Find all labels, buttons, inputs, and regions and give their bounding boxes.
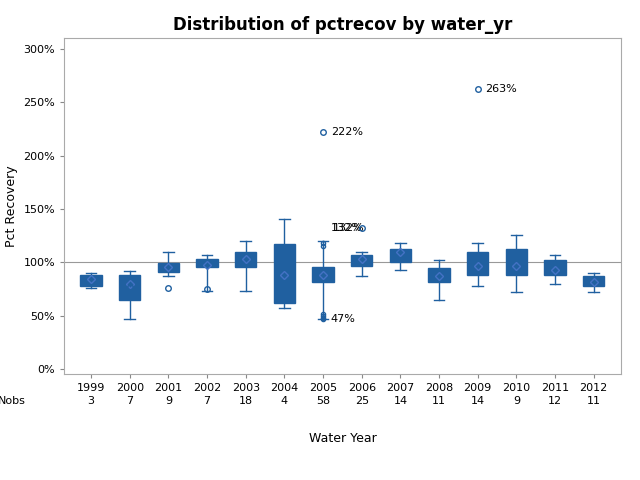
Text: 9: 9	[165, 396, 172, 406]
Text: 4: 4	[281, 396, 288, 406]
PathPatch shape	[351, 255, 372, 265]
Text: 7: 7	[204, 396, 211, 406]
Text: 58: 58	[316, 396, 330, 406]
Text: 222%: 222%	[331, 127, 363, 137]
Text: 11: 11	[432, 396, 446, 406]
PathPatch shape	[196, 259, 218, 267]
Text: 14: 14	[394, 396, 408, 406]
Text: 11: 11	[587, 396, 601, 406]
Text: 14: 14	[470, 396, 484, 406]
Text: 12: 12	[548, 396, 562, 406]
PathPatch shape	[274, 244, 295, 303]
Text: 3: 3	[88, 396, 95, 406]
X-axis label: Water Year: Water Year	[308, 432, 376, 445]
PathPatch shape	[428, 268, 450, 282]
PathPatch shape	[390, 249, 411, 263]
Text: 9: 9	[513, 396, 520, 406]
Title: Distribution of pctrecov by water_yr: Distribution of pctrecov by water_yr	[173, 16, 512, 34]
PathPatch shape	[235, 252, 257, 267]
Text: 263%: 263%	[486, 84, 517, 94]
Text: 25: 25	[355, 396, 369, 406]
Text: 18: 18	[239, 396, 253, 406]
PathPatch shape	[81, 275, 102, 286]
Text: 47%: 47%	[331, 314, 356, 324]
Text: 132%: 132%	[331, 223, 362, 233]
PathPatch shape	[506, 249, 527, 275]
PathPatch shape	[545, 260, 566, 275]
PathPatch shape	[312, 267, 333, 282]
Text: 7: 7	[126, 396, 133, 406]
PathPatch shape	[467, 252, 488, 275]
PathPatch shape	[583, 276, 604, 286]
Text: Nobs: Nobs	[0, 396, 26, 406]
PathPatch shape	[119, 275, 140, 300]
Y-axis label: Pct Recovery: Pct Recovery	[4, 166, 18, 247]
Text: 132%: 132%	[333, 223, 365, 233]
PathPatch shape	[158, 264, 179, 272]
